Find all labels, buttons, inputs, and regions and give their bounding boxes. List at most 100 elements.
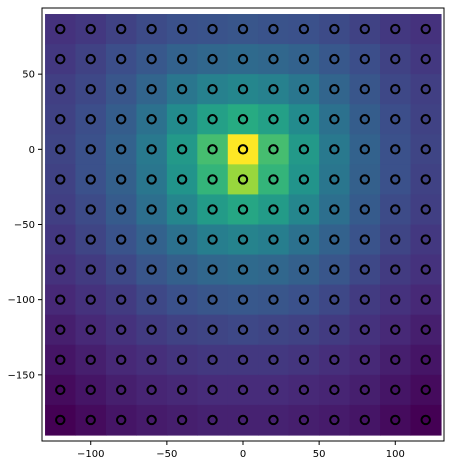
heatmap-cell — [227, 314, 259, 346]
grid-point-marker — [115, 294, 127, 305]
grid-point-marker — [359, 294, 371, 305]
heatmap-cell — [45, 44, 77, 75]
grid-point-marker — [298, 23, 310, 35]
grid-point-marker — [237, 294, 249, 305]
grid-point-marker — [146, 234, 157, 245]
grid-point-marker — [298, 294, 310, 305]
x-tick-label: −50 — [156, 449, 177, 460]
heatmap-cell — [349, 254, 381, 286]
heatmap-cell — [349, 104, 381, 135]
grid-point-marker — [268, 234, 279, 245]
heatmap-cell — [45, 164, 77, 196]
heatmap-cell — [105, 164, 138, 196]
heatmap-cell — [227, 44, 259, 75]
heatmap-cell — [258, 134, 290, 165]
heatmap-cell — [45, 254, 77, 286]
heatmap-cell — [75, 374, 107, 406]
grid-point-marker — [207, 414, 218, 426]
heatmap-cell — [166, 254, 198, 286]
grid-point-marker — [115, 53, 127, 65]
heatmap-cell — [227, 104, 259, 135]
grid-point-marker — [207, 114, 218, 125]
grid-point-marker — [207, 144, 218, 155]
heatmap-cell — [227, 404, 259, 436]
grid-point-marker — [146, 204, 157, 215]
heatmap-cell — [288, 224, 320, 256]
grid-point-marker — [85, 234, 96, 245]
grid-point-marker — [420, 294, 431, 305]
grid-point-marker — [390, 204, 401, 215]
heatmap-cell — [349, 314, 381, 346]
heatmap-cell — [227, 14, 259, 45]
grid-point-marker — [390, 23, 401, 35]
heatmap-cell — [166, 164, 198, 196]
heatmap-cell — [227, 374, 259, 406]
grid-point-marker — [237, 53, 249, 65]
heatmap-cell — [410, 254, 442, 286]
heatmap-cell — [136, 224, 168, 256]
grid-point-marker — [146, 324, 157, 335]
heatmap-cell — [136, 284, 168, 316]
grid-point-marker — [176, 234, 188, 245]
heatmap-cell — [319, 14, 351, 45]
heatmap-cell — [380, 104, 412, 135]
grid-point-marker — [420, 204, 431, 215]
heatmap-cell — [45, 134, 77, 165]
grid-point-marker — [55, 204, 66, 215]
grid-point-marker — [268, 294, 279, 305]
heatmap-cell — [166, 134, 198, 165]
grid-point-marker — [420, 414, 431, 426]
grid-point-marker — [176, 204, 188, 215]
heatmap-cell — [288, 254, 320, 286]
heatmap-cell — [197, 14, 229, 45]
grid-point-marker — [420, 174, 431, 185]
heatmap-cell — [319, 374, 351, 406]
y-tick-label: −100 — [8, 295, 35, 306]
grid-point-marker — [329, 53, 340, 65]
x-axis-ticks: −100 −50 0 50 100 — [77, 441, 405, 460]
grid-point-marker — [85, 324, 96, 335]
heatmap-cell — [288, 44, 320, 75]
heatmap-cell — [75, 74, 107, 105]
heatmap-cell — [75, 404, 107, 436]
grid-point-marker — [390, 354, 401, 366]
grid-point-marker — [390, 144, 401, 155]
heatmap-cell — [136, 164, 168, 196]
heatmap-cell — [227, 224, 259, 256]
grid-point-marker — [268, 384, 279, 396]
heatmap-cell — [410, 374, 442, 406]
grid-point-marker — [55, 174, 66, 185]
heatmap-cell — [75, 344, 107, 376]
heatmap-cell — [197, 224, 229, 256]
grid-point-marker — [85, 114, 96, 125]
heatmap-cell — [105, 314, 138, 346]
grid-point-marker — [237, 414, 249, 426]
grid-point-marker — [85, 414, 96, 426]
heatmap-cell — [75, 314, 107, 346]
grid-point-marker — [207, 264, 218, 275]
heatmap-cell — [75, 194, 107, 226]
grid-point-marker — [268, 174, 279, 185]
heatmap-cell — [45, 14, 77, 45]
grid-point-marker — [329, 114, 340, 125]
grid-point-marker — [176, 384, 188, 396]
grid-point-marker — [359, 114, 371, 125]
heatmap-cell — [288, 344, 320, 376]
grid-point-marker — [176, 324, 188, 335]
grid-point-marker — [390, 114, 401, 125]
grid-point-marker — [298, 53, 310, 65]
heatmap-cell — [197, 344, 229, 376]
heatmap-cell — [380, 404, 412, 436]
grid-point-marker — [55, 144, 66, 155]
grid-point-marker — [85, 264, 96, 275]
grid-point-marker — [207, 53, 218, 65]
heatmap-cell — [319, 104, 351, 135]
grid-point-marker — [359, 234, 371, 245]
heatmap-cell — [288, 104, 320, 135]
heatmap-cell — [197, 194, 229, 226]
heatmap-cell — [319, 344, 351, 376]
grid-point-marker — [359, 204, 371, 215]
heatmap-cell — [136, 404, 168, 436]
heatmap-cell — [349, 344, 381, 376]
